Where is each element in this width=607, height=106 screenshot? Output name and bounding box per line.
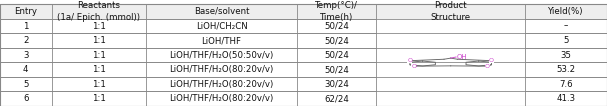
Text: 50/24: 50/24 xyxy=(325,36,349,45)
Text: Entry: Entry xyxy=(15,7,37,16)
Bar xyxy=(377,62,524,77)
Text: O: O xyxy=(489,58,494,63)
Bar xyxy=(377,19,524,33)
Text: 7.6: 7.6 xyxy=(559,80,573,89)
Text: 35: 35 xyxy=(560,51,572,60)
Text: 50/24: 50/24 xyxy=(325,51,349,60)
Text: 1: 1 xyxy=(23,22,29,31)
Text: 3: 3 xyxy=(23,51,29,60)
Text: 1:1: 1:1 xyxy=(92,36,106,45)
Text: LiOH/THF/H₂O(80:20v/v): LiOH/THF/H₂O(80:20v/v) xyxy=(169,65,274,74)
Text: 1:1: 1:1 xyxy=(92,51,106,60)
Text: 2: 2 xyxy=(23,36,29,45)
Text: O: O xyxy=(485,64,490,69)
Text: –: – xyxy=(564,22,568,31)
Text: 30/24: 30/24 xyxy=(325,80,349,89)
Text: Reactants
(1a/ Epich. (mmol)): Reactants (1a/ Epich. (mmol)) xyxy=(57,1,140,22)
Text: OH: OH xyxy=(456,54,467,60)
Text: Yield(%): Yield(%) xyxy=(548,7,584,16)
Text: 53.2: 53.2 xyxy=(557,65,575,74)
Bar xyxy=(377,92,524,106)
Text: 6: 6 xyxy=(23,94,29,103)
Text: O: O xyxy=(407,58,412,63)
Text: 50/24: 50/24 xyxy=(325,22,349,31)
Text: LiOH/THF/H₂O(80:20v/v): LiOH/THF/H₂O(80:20v/v) xyxy=(169,80,274,89)
Text: 41.3: 41.3 xyxy=(557,94,575,103)
Text: Base/solvent: Base/solvent xyxy=(194,7,249,16)
Text: LiOH/THF/H₂O(50:50v/v): LiOH/THF/H₂O(50:50v/v) xyxy=(169,51,274,60)
Bar xyxy=(377,48,524,62)
Text: 50/24: 50/24 xyxy=(325,65,349,74)
Text: 1:1: 1:1 xyxy=(92,80,106,89)
Text: 1:1: 1:1 xyxy=(92,65,106,74)
Bar xyxy=(377,77,524,91)
Text: Temp(°C)/
Time(h): Temp(°C)/ Time(h) xyxy=(316,1,358,22)
Text: Product
Structure: Product Structure xyxy=(430,1,471,22)
Text: 5: 5 xyxy=(563,36,569,45)
Text: 62/24: 62/24 xyxy=(325,94,349,103)
Text: LiOH/THF/H₂O(80:20v/v): LiOH/THF/H₂O(80:20v/v) xyxy=(169,94,274,103)
Text: LiOH/THF: LiOH/THF xyxy=(202,36,242,45)
Text: 5: 5 xyxy=(23,80,29,89)
Text: O: O xyxy=(412,64,416,69)
Bar xyxy=(377,33,524,48)
Text: LiOH/CH₂CN: LiOH/CH₂CN xyxy=(195,22,248,31)
Text: 1:1: 1:1 xyxy=(92,94,106,103)
Text: 1:1: 1:1 xyxy=(92,22,106,31)
Bar xyxy=(0,4,607,19)
Text: 4: 4 xyxy=(23,65,29,74)
